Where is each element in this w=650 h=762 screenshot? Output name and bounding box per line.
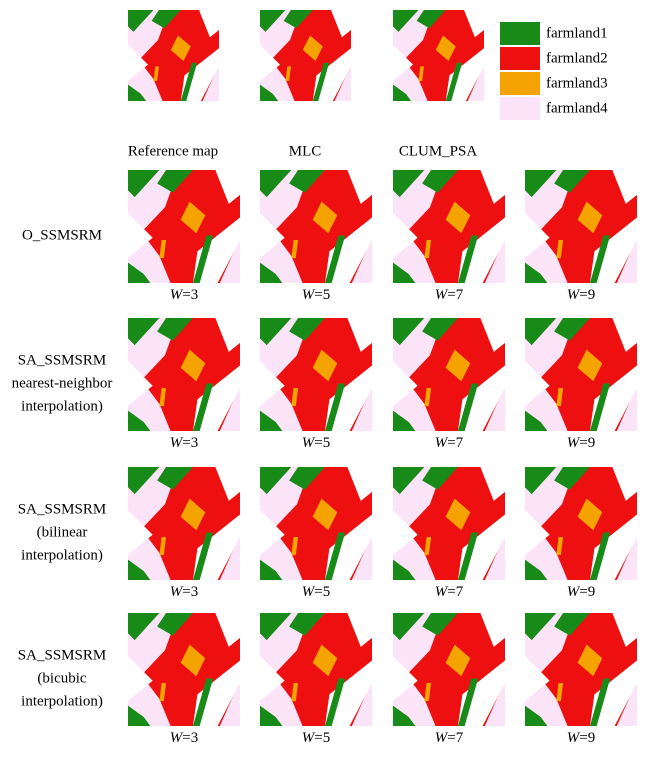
column-label: W=7 xyxy=(435,435,464,451)
map-image xyxy=(525,613,637,726)
column-label: W=3 xyxy=(170,435,198,451)
param-value: =5 xyxy=(314,584,330,600)
param-value: =7 xyxy=(447,584,463,600)
legend-label: farmland1 xyxy=(546,25,608,41)
map-image xyxy=(260,170,372,283)
legend-swatch xyxy=(500,97,540,120)
map-image xyxy=(260,318,372,431)
legend-label: farmland3 xyxy=(546,75,608,91)
param-value: =9 xyxy=(579,584,595,600)
column-label: W=5 xyxy=(302,730,330,746)
row-label: SA_SSMSRM xyxy=(18,501,106,517)
column-label: W=3 xyxy=(170,730,198,746)
column-label: W=5 xyxy=(302,287,330,303)
legend-swatch xyxy=(500,22,540,45)
column-label: W=9 xyxy=(567,584,595,600)
column-label: W=9 xyxy=(567,287,595,303)
row-label: (bicubic xyxy=(37,670,86,686)
map-image xyxy=(128,467,240,580)
map-image xyxy=(525,318,637,431)
column-label: MLC xyxy=(289,143,322,159)
column-label: W=3 xyxy=(170,584,198,600)
param-value: =5 xyxy=(314,287,330,303)
param-value: =7 xyxy=(447,287,463,303)
column-label: W=7 xyxy=(435,584,464,600)
param-value: =5 xyxy=(314,730,330,746)
map-image xyxy=(260,467,372,580)
column-label: W=5 xyxy=(302,435,330,451)
map-image xyxy=(393,10,484,101)
map-image xyxy=(128,10,219,101)
legend-label: farmland2 xyxy=(546,50,608,66)
param-value: =9 xyxy=(579,435,595,451)
legend-swatch xyxy=(500,47,540,70)
column-label: CLUM_PSA xyxy=(399,143,478,159)
row-label: SA_SSMSRM xyxy=(18,352,106,368)
row-label: nearest-neighbor xyxy=(12,375,113,391)
map-image xyxy=(260,613,372,726)
column-label: W=9 xyxy=(567,730,595,746)
param-value: =3 xyxy=(182,730,198,746)
param-value: =3 xyxy=(182,287,198,303)
map-image xyxy=(128,170,240,283)
map-image xyxy=(525,467,637,580)
param-value: =3 xyxy=(182,435,198,451)
row-label: interpolation) xyxy=(21,398,103,414)
map-image xyxy=(393,613,505,726)
map-image xyxy=(393,467,505,580)
param-value: =3 xyxy=(182,584,198,600)
map-image xyxy=(128,613,240,726)
column-label: W=9 xyxy=(567,435,595,451)
row-label: SA_SSMSRM xyxy=(18,647,106,663)
column-label: Reference map xyxy=(128,143,218,159)
map-image xyxy=(525,170,637,283)
param-value: =5 xyxy=(314,435,330,451)
legend-swatch xyxy=(500,72,540,95)
row-label: interpolation) xyxy=(21,547,103,563)
row-label: interpolation) xyxy=(21,693,103,709)
map-image xyxy=(128,318,240,431)
row-label: (bilinear xyxy=(37,524,88,540)
map-image xyxy=(393,170,505,283)
row-label: O_SSMSRM xyxy=(22,227,102,243)
map-image xyxy=(393,318,505,431)
map-image xyxy=(260,10,351,101)
param-value: =7 xyxy=(447,435,463,451)
legend-label: farmland4 xyxy=(546,100,608,116)
param-value: =9 xyxy=(579,730,595,746)
figure: Reference map MLC CLUM_PSA farmland1 farmlan… xyxy=(0,0,650,762)
param-value: =7 xyxy=(447,730,463,746)
column-label: W=5 xyxy=(302,584,330,600)
column-label: W=7 xyxy=(435,730,464,746)
column-label: W=7 xyxy=(435,287,464,303)
param-value: =9 xyxy=(579,287,595,303)
column-label: W=3 xyxy=(170,287,198,303)
